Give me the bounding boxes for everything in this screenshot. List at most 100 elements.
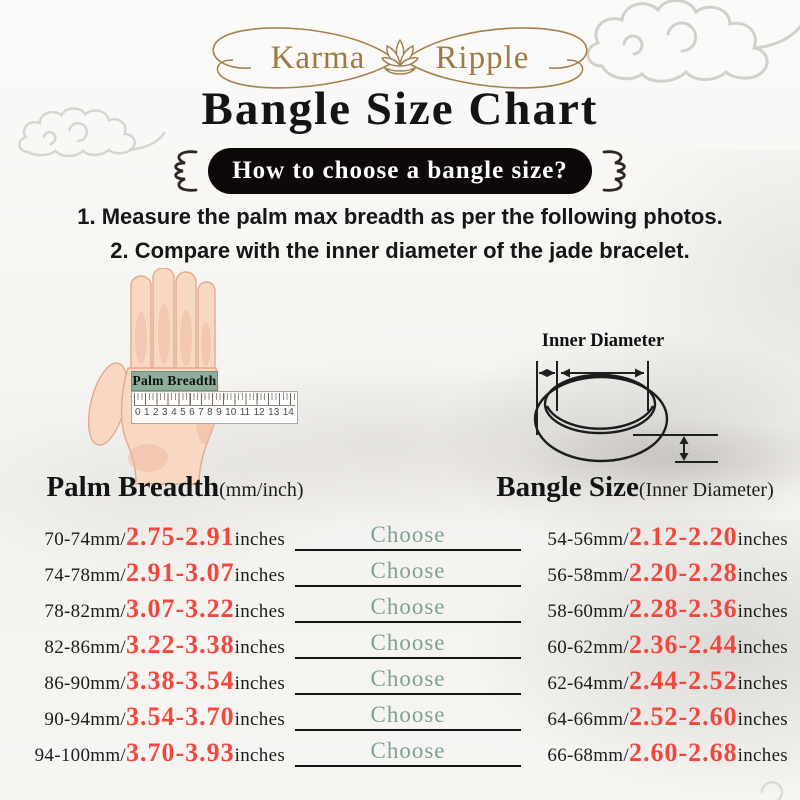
palm-mm-range: 78-82mm/: [44, 601, 126, 622]
ruler-number: 11: [239, 407, 251, 418]
bangle-inch-range: 2.44-2.52: [628, 666, 738, 695]
size-table-row: 78-82mm/ 3.07-3.22 inches Choose 58-60mm…: [0, 594, 800, 630]
instruction-step-2: 2. Compare with the inner diameter of th…: [110, 238, 690, 263]
palm-inch-range: 2.91-3.07: [126, 558, 235, 587]
inches-unit-label: inches: [234, 745, 286, 766]
bangle-mm-range: 60-62mm/: [547, 637, 629, 658]
palm-breadth-band: Palm Breadth: [131, 371, 218, 391]
inches-unit-label: inches: [234, 529, 286, 550]
brand-word-right: Ripple: [435, 39, 530, 76]
ruler-numbers: 0 1 2 3 4 5 6 7 8 9 10 11 12 13 14: [132, 406, 297, 418]
bangle-mm-range: 66-68mm/: [547, 745, 629, 766]
choose-underline: Choose: [295, 627, 521, 659]
inches-unit-label: inches: [234, 601, 286, 622]
bangle-mm-range: 56-58mm/: [547, 565, 629, 586]
palm-mm-range: 86-90mm/: [44, 673, 126, 694]
size-table-row: 82-86mm/ 3.22-3.38 inches Choose 60-62mm…: [0, 630, 800, 666]
bangle-inch-range: 2.12-2.20: [628, 522, 738, 551]
size-table-row: 86-90mm/ 3.38-3.54 inches Choose 62-64mm…: [0, 666, 800, 702]
inches-unit-label: inches: [234, 673, 286, 694]
ruler-number: 5: [180, 407, 186, 418]
bangle-inch-range: 2.36-2.44: [628, 630, 738, 659]
ruler-number: 12: [253, 407, 265, 418]
palm-mm-range: 70-74mm/: [44, 529, 126, 550]
palm-inch-range: 3.70-3.93: [126, 738, 235, 767]
inches-unit-label: inches: [234, 565, 286, 586]
palm-mm-range: 94-100mm/: [34, 745, 126, 766]
bangle-size-header-unit: (Inner Diameter): [638, 479, 774, 501]
inches-unit-label: inches: [234, 709, 286, 730]
bangle-mm-range: 58-60mm/: [547, 601, 629, 622]
palm-inch-range: 3.38-3.54: [126, 666, 235, 695]
ruler-number: 3: [162, 407, 168, 418]
ruler-number: 7: [198, 407, 204, 418]
inches-unit-label: inches: [737, 565, 788, 586]
ruler-number: 13: [268, 407, 280, 418]
ruler-number: 14: [282, 407, 294, 418]
ruler-number: 1: [144, 407, 150, 418]
instruction-step-1: 1. Measure the palm max breadth as per t…: [77, 204, 723, 229]
palm-inch-range: 2.75-2.91: [126, 522, 235, 551]
inches-unit-label: inches: [737, 637, 788, 658]
palm-inch-range: 3.07-3.22: [126, 594, 235, 623]
page-title: Bangle Size Chart: [201, 83, 599, 135]
bangle-size-header-title: Bangle Size: [496, 471, 639, 503]
flourish-right-icon: [602, 150, 626, 192]
size-table-row: 94-100mm/ 3.70-3.93 inches Choose 66-68m…: [0, 738, 800, 774]
choose-underline: Choose: [295, 699, 521, 731]
ruler-number: 8: [207, 407, 213, 418]
palm-inch-range: 3.54-3.70: [126, 702, 235, 731]
palm-breadth-header-unit: (mm/inch): [219, 479, 304, 501]
bangle-inch-range: 2.60-2.68: [628, 738, 738, 767]
choose-underline: Choose: [295, 591, 521, 623]
bangle-inch-range: 2.52-2.60: [628, 702, 738, 731]
ruler-number: 9: [216, 407, 222, 418]
banner-heading: How to choose a bangle size?: [208, 148, 592, 194]
flourish-left-icon: [174, 150, 198, 192]
choose-underline: Choose: [295, 519, 521, 551]
size-table-row: 70-74mm/ 2.75-2.91 inches Choose 54-56mm…: [0, 522, 800, 558]
banner-row: How to choose a bangle size?: [0, 148, 800, 194]
bangle-mm-range: 54-56mm/: [547, 529, 629, 550]
inches-unit-label: inches: [737, 745, 788, 766]
ruler-number: 6: [189, 407, 195, 418]
inches-unit-label: inches: [737, 529, 788, 550]
size-table-row: 74-78mm/ 2.91-3.07 inches Choose 56-58mm…: [0, 558, 800, 594]
choose-underline: Choose: [295, 555, 521, 587]
bangle-size-header: Bangle Size(Inner Diameter): [470, 471, 800, 504]
ruler-number: 10: [225, 407, 237, 418]
inches-unit-label: inches: [737, 673, 788, 694]
palm-mm-range: 90-94mm/: [44, 709, 126, 730]
brand-logo: Karma Ripple: [185, 22, 615, 94]
ruler-number: 4: [171, 407, 177, 418]
bangle-inch-range: 2.28-2.36: [628, 594, 738, 623]
palm-breadth-band-label: Palm Breadth: [132, 373, 217, 388]
ruler-number: 2: [153, 407, 159, 418]
choose-link[interactable]: Choose: [370, 738, 446, 763]
choose-link[interactable]: Choose: [370, 522, 446, 547]
choose-link[interactable]: Choose: [370, 558, 446, 583]
choose-link[interactable]: Choose: [370, 666, 446, 691]
choose-underline: Choose: [295, 735, 521, 767]
palm-inch-range: 3.22-3.38: [126, 630, 235, 659]
palm-breadth-header: Palm Breadth(mm/inch): [0, 471, 350, 504]
ruler-ticks: [134, 393, 295, 406]
choose-link[interactable]: Choose: [370, 702, 446, 727]
palm-mm-range: 82-86mm/: [44, 637, 126, 658]
lotus-icon: [381, 39, 420, 75]
bangle-mm-range: 64-66mm/: [547, 709, 629, 730]
inches-unit-label: inches: [234, 637, 286, 658]
brand-word-left: Karma: [270, 39, 366, 76]
ruler: 0 1 2 3 4 5 6 7 8 9 10 11 12 13 14: [131, 391, 298, 424]
choose-link[interactable]: Choose: [370, 594, 446, 619]
bangle-mm-range: 62-64mm/: [547, 673, 629, 694]
choose-underline: Choose: [295, 663, 521, 695]
size-table-row: 90-94mm/ 3.54-3.70 inches Choose 64-66mm…: [0, 702, 800, 738]
bangle-diagram: [533, 361, 718, 463]
column-headers: Palm Breadth(mm/inch) Bangle Size(Inner …: [0, 471, 800, 504]
inner-diameter-label: Inner Diameter: [541, 331, 665, 351]
choose-link[interactable]: Choose: [370, 630, 446, 655]
inches-unit-label: inches: [737, 709, 788, 730]
size-table: 70-74mm/ 2.75-2.91 inches Choose 54-56mm…: [0, 522, 800, 774]
